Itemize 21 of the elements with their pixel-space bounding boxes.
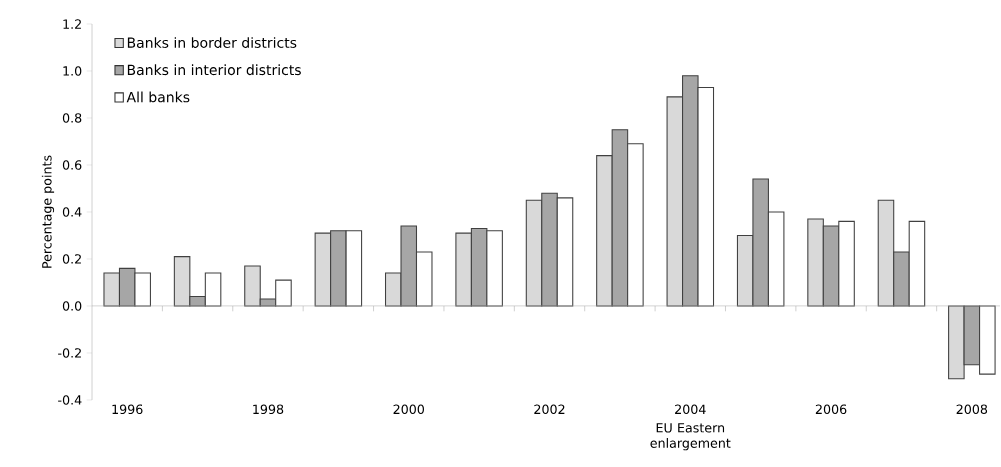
legend-label: Banks in border districts	[127, 37, 297, 48]
x-tick-label: 1996	[112, 404, 143, 415]
y-tick-label: 0.0	[62, 301, 82, 311]
y-tick-label: -0.2	[58, 348, 81, 358]
x-tick-label: 2004	[675, 404, 706, 415]
y-tick-label: 0.4	[62, 207, 82, 217]
y-tick-label: 0.2	[62, 254, 81, 264]
y-tick-label: 0.8	[62, 113, 82, 123]
y-axis-title: Percentage points	[41, 155, 55, 268]
x-tick-label: 2000	[393, 404, 425, 415]
x-tick-label: 1998	[253, 404, 284, 415]
y-tick-label: 1.0	[63, 66, 82, 76]
y-tick-label: 1.2	[63, 19, 81, 29]
y-tick-label: -0.4	[58, 395, 82, 405]
legend-label: Banks in interior districts	[127, 64, 301, 76]
y-tick-label: 0.6	[62, 160, 82, 170]
x-tick-label: 2002	[534, 404, 565, 415]
legend-label: All banks	[126, 91, 190, 103]
x-tick-label: 2006	[815, 404, 847, 415]
x-tick-label: 2008	[956, 404, 988, 415]
text: EU Eastern enlargement	[650, 423, 731, 451]
